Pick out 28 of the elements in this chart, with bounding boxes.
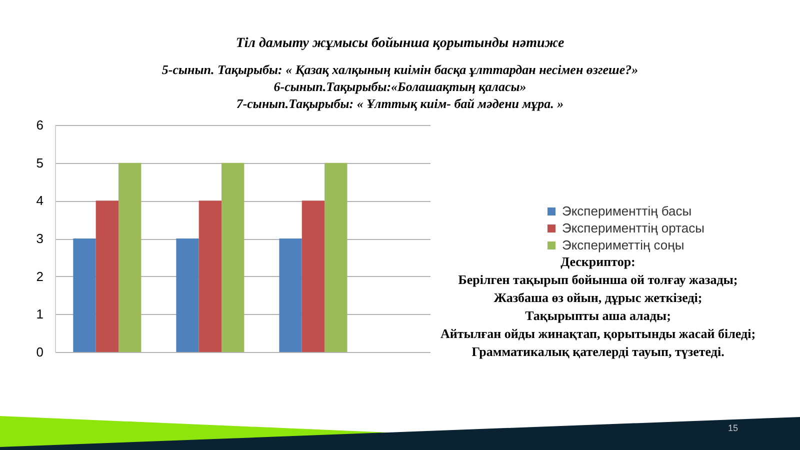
- legend-label: Эксперименттің басы: [562, 204, 692, 218]
- y-tick-label: 1: [36, 306, 44, 322]
- y-tick-label: 2: [36, 268, 44, 284]
- bar: [279, 238, 302, 352]
- legend-label: Экспериметтің соңы: [562, 238, 684, 252]
- bar: [96, 200, 119, 352]
- bar: [222, 162, 244, 352]
- text: Айтылған ойды жинақтап, қорытынды жасай біледі;: [440, 326, 756, 341]
- y-tick-label: 3: [36, 231, 44, 246]
- bar: [198, 200, 222, 352]
- chart-subtitle: 5-сынып. Тақырыбы: « Қазақ халқының киімін басқа ұлттардан несімен өзгеше?» 6-сынып.Тақырыбы:«Болашақтың қаласы» 7-сынып.Тақырыбы: « Ұлттық киім- бай мәдени мұра. »: [162, 62, 638, 111]
- text: Жазбаша өз ойын, дұрыс жеткізеді;: [494, 290, 702, 305]
- bar: [176, 238, 199, 352]
- text: 15: [728, 423, 738, 433]
- y-tick-label: 5: [36, 155, 44, 170]
- text: Грамматикалық қателерді тауып, түзетеді.: [472, 344, 724, 359]
- y-tick-label: 0: [36, 344, 44, 360]
- text: Берілген тақырып бойынша ой толғау жазады;: [458, 272, 738, 287]
- legend-label: Эксперименттің ортасы: [562, 220, 704, 236]
- bar: [302, 200, 325, 352]
- text: Дескриптор:: [560, 254, 636, 269]
- text: Тақырыпты аша алады;: [525, 308, 671, 323]
- chart-title: Тіл дамыту жұмысы бойынша қорытынды нәтиже: [236, 36, 564, 51]
- y-tick-label: 6: [36, 118, 44, 132]
- bar: [324, 162, 348, 352]
- y-tick-label: 4: [36, 193, 44, 208]
- bar: [73, 238, 96, 352]
- bar: [118, 162, 142, 352]
